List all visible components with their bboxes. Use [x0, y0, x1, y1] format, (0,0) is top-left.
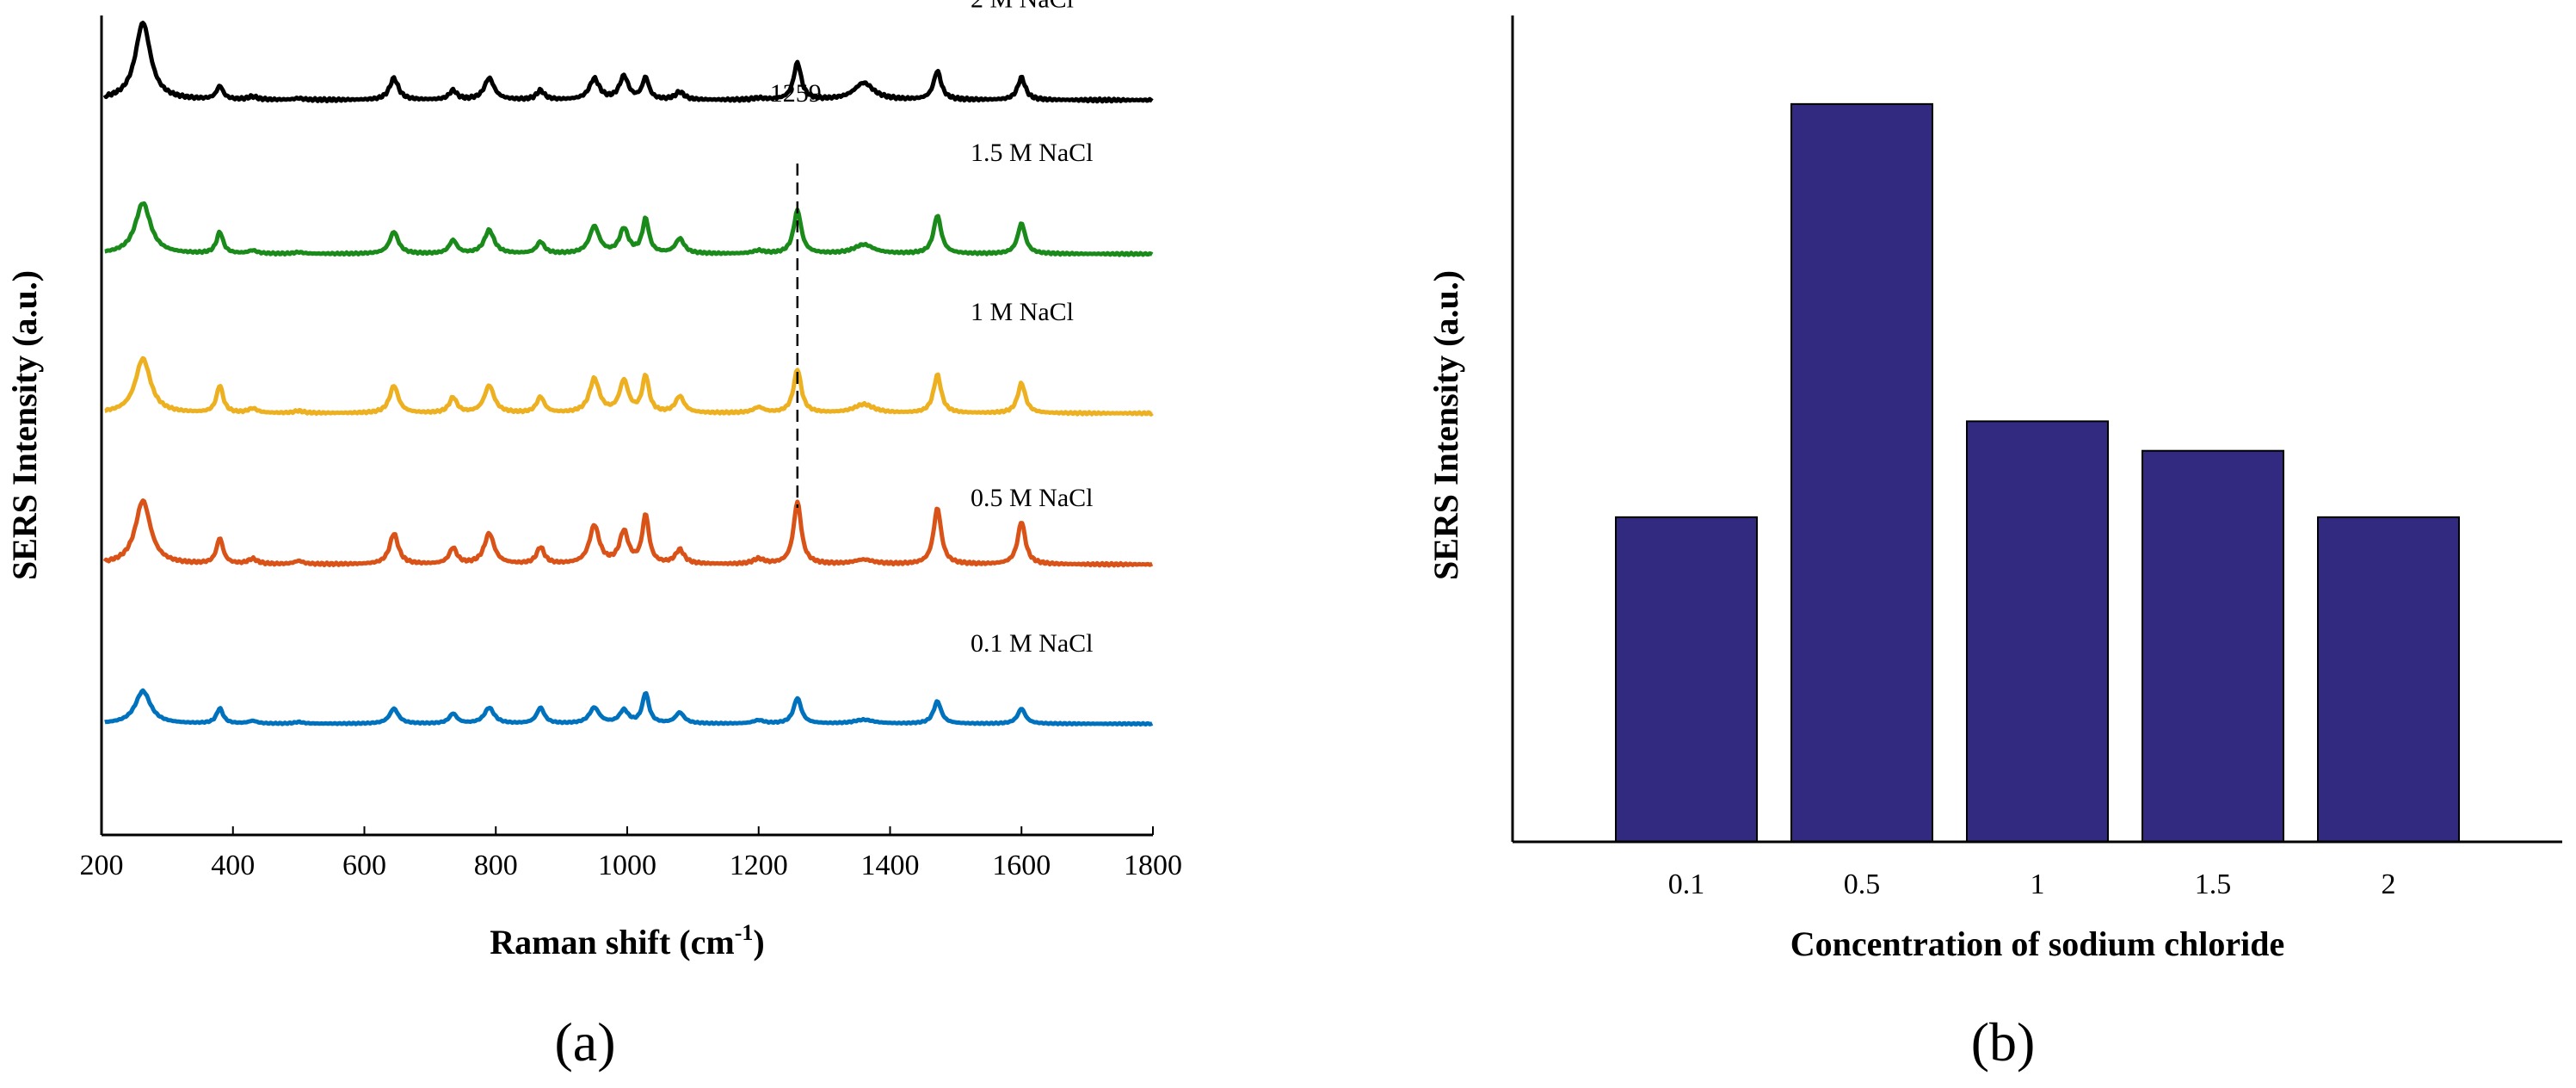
panel-b-y-axis-title: SERS Intensity (a.u.): [1427, 270, 1465, 580]
bar-0_1: [1615, 516, 1758, 843]
x-tick-label: 1200: [730, 850, 788, 881]
panel-b-bar-chart: 0.1 0.5 1 1.5 2 Concentration of sodium chlo…: [1427, 15, 2562, 1073]
x-tick-label: 0.5: [1844, 869, 1881, 900]
spectrum-line-1-m-nacl: [103, 355, 1154, 417]
x-tick-label: 0.1: [1668, 869, 1705, 900]
x-tick-label: 200: [80, 850, 124, 881]
x-tick-label: 1.5: [2195, 869, 2232, 900]
x-tick-label: 800: [474, 850, 518, 881]
x-tick-label: 1: [2031, 869, 2045, 900]
series-label: 1.5 M NaCl: [971, 139, 1094, 167]
x-tick-label: 2: [2382, 869, 2396, 900]
series-label: 1 M NaCl: [971, 298, 1074, 326]
x-tick-label: 600: [342, 850, 386, 881]
bar-1_5: [2142, 449, 2284, 843]
panel-a-y-axis-title: SERS Intensity (a.u.): [5, 270, 44, 580]
x-tick-label: 1000: [598, 850, 656, 881]
spectrum-line-2-m-nacl: [102, 21, 1154, 104]
panel-b-label: (b): [1971, 1011, 2036, 1073]
panel-a-label: (a): [554, 1011, 615, 1073]
bar-1: [1966, 420, 2109, 843]
spectrum-line-0_5-m-nacl: [102, 498, 1154, 568]
panel-b-x-axis-title: Concentration of sodium chloride: [1790, 924, 2284, 963]
peak-1259-label: 1259: [770, 79, 822, 108]
x-tick-label: 1600: [992, 850, 1051, 881]
bar-2: [2317, 516, 2460, 843]
series-label: 0.1 M NaCl: [971, 629, 1094, 658]
panel-a-spectra-chart: 200 400 600 800 1000 1200 1400 1600 1800 1259 2 …: [5, 0, 1182, 1073]
series-label: 2 M NaCl: [971, 0, 1074, 13]
x-tick-label: 1400: [861, 850, 920, 881]
spectrum-line-1_5-m-nacl: [103, 201, 1154, 257]
x-tick-label: 1800: [1124, 850, 1182, 881]
series-label: 0.5 M NaCl: [971, 484, 1094, 512]
panel-a-x-axis-title: Raman shift (cm-1): [490, 920, 764, 961]
spectrum-line-0_1-m-nacl: [103, 688, 1154, 727]
x-tick-label: 400: [211, 850, 255, 881]
bar-0_5: [1790, 102, 1933, 844]
